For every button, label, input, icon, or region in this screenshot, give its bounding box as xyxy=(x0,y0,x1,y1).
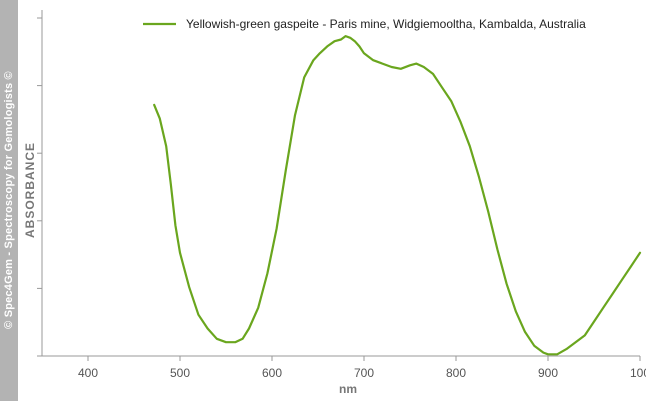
y-axis-title: ABSORBANCE xyxy=(23,142,37,238)
series-line-0 xyxy=(153,35,642,356)
x-axis-title: nm xyxy=(339,382,357,396)
copyright-side-band: © Spec4Gem - Spectroscopy for Gemologist… xyxy=(0,0,18,401)
x-tick-label-800: 800 xyxy=(446,366,466,380)
x-tick-label-400: 400 xyxy=(78,366,98,380)
chart-legend: Yellowish-green gaspeite - Paris mine, W… xyxy=(143,17,586,31)
x-tick-label-700: 700 xyxy=(354,366,374,380)
x-tick-label-1000: 100 xyxy=(630,366,646,380)
x-tick-label-500: 500 xyxy=(170,366,190,380)
chart-series-layer xyxy=(153,35,642,356)
chart-ticks: 400 500 600 700 800 900 100 xyxy=(37,17,646,380)
chart-axes xyxy=(41,10,640,357)
x-tick-label-600: 600 xyxy=(262,366,282,380)
legend-label-0: Yellowish-green gaspeite - Paris mine, W… xyxy=(186,17,586,31)
x-tick-label-900: 900 xyxy=(538,366,558,380)
